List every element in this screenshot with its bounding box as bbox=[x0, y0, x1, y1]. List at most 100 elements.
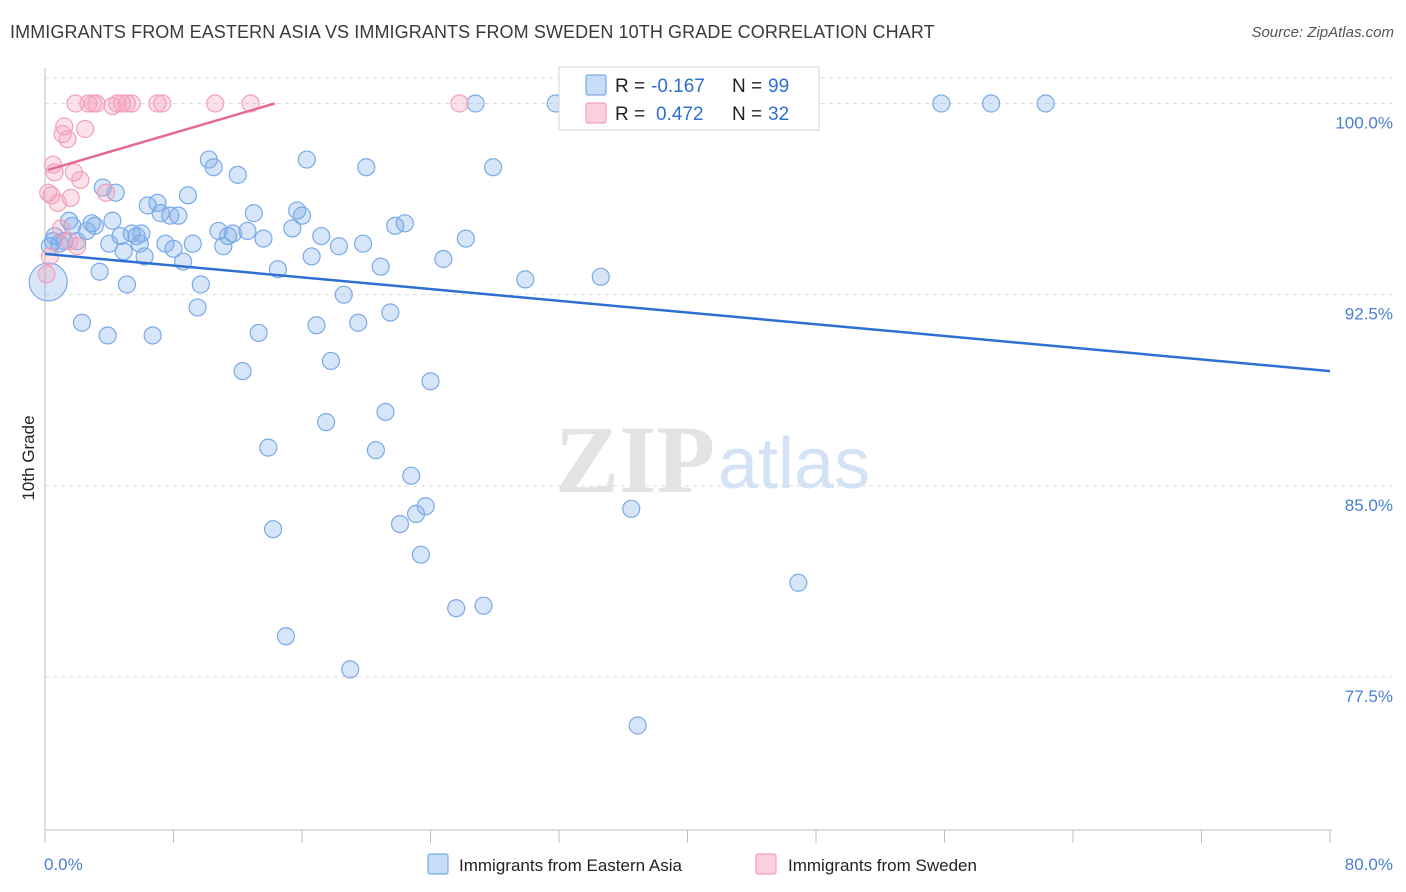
data-point bbox=[37, 265, 56, 284]
y-tick-label: 92.5% bbox=[1345, 305, 1393, 324]
data-point bbox=[169, 206, 188, 225]
stats-swatch-blue bbox=[585, 74, 607, 96]
data-point bbox=[447, 599, 466, 618]
data-point bbox=[204, 158, 223, 177]
watermark-zip: ZIP bbox=[555, 406, 715, 513]
stat-r-label-blue: R = bbox=[615, 76, 645, 97]
data-point bbox=[628, 716, 647, 735]
y-axis-label: 10th Grade bbox=[19, 415, 38, 500]
stat-r-value-pink: 0.472 bbox=[656, 104, 704, 125]
trend-lines bbox=[44, 102, 1331, 373]
data-point bbox=[622, 499, 641, 518]
y-tick-label: 77.5% bbox=[1345, 687, 1393, 706]
data-point bbox=[321, 351, 341, 371]
legend-label-sweden: Immigrants from Sweden bbox=[788, 856, 977, 875]
data-point bbox=[214, 237, 233, 256]
data-point bbox=[421, 372, 440, 391]
data-point bbox=[85, 216, 104, 235]
data-point bbox=[981, 94, 1001, 113]
legend-swatch-sweden bbox=[755, 853, 777, 875]
data-point bbox=[241, 94, 260, 113]
data-point bbox=[334, 285, 353, 304]
data-point bbox=[164, 239, 183, 258]
stat-n-value-pink: 32 bbox=[768, 104, 789, 125]
data-point bbox=[76, 119, 95, 139]
data-point bbox=[100, 234, 119, 253]
data-point bbox=[1036, 94, 1055, 113]
data-point bbox=[434, 249, 453, 269]
data-point bbox=[381, 303, 400, 322]
data-point bbox=[228, 165, 247, 184]
data-point bbox=[316, 413, 336, 432]
data-point bbox=[112, 94, 132, 113]
watermark: ZIP atlas bbox=[555, 406, 870, 513]
data-point bbox=[71, 170, 90, 190]
trend-line-eastern-asia bbox=[44, 252, 1331, 373]
data-point bbox=[376, 402, 395, 422]
data-point bbox=[40, 247, 59, 266]
data-point bbox=[484, 158, 503, 177]
watermark-atlas: atlas bbox=[718, 424, 870, 504]
data-point bbox=[357, 158, 376, 177]
legend-swatch-eastern-asia bbox=[427, 853, 449, 875]
data-point bbox=[96, 183, 116, 202]
stat-n-label-blue: N = bbox=[732, 76, 762, 97]
data-point bbox=[307, 316, 326, 335]
data-point bbox=[312, 226, 331, 246]
data-point bbox=[302, 247, 321, 266]
stat-r-value-blue: -0.167 bbox=[651, 76, 705, 97]
source-note: Source: ZipAtlas.com bbox=[1251, 24, 1394, 41]
trend-line-sweden bbox=[47, 102, 276, 171]
data-point bbox=[106, 183, 125, 202]
data-point bbox=[411, 545, 430, 564]
chart-title: IMMIGRANTS FROM EASTERN ASIA VS IMMIGRAN… bbox=[10, 22, 935, 42]
data-point bbox=[259, 438, 278, 457]
axes: 100.0% 92.5% 85.0% 77.5% 0.0% 80.0% bbox=[44, 68, 1393, 874]
series-eastern-asia bbox=[28, 94, 1055, 735]
data-point bbox=[153, 94, 172, 113]
data-point bbox=[789, 573, 808, 592]
data-point bbox=[188, 298, 207, 317]
data-point bbox=[402, 466, 421, 485]
data-point bbox=[297, 150, 316, 169]
data-point bbox=[206, 94, 225, 113]
stats-box: R = -0.167 N = 99 R = 0.472 N = 32 bbox=[558, 66, 820, 131]
stats-swatch-pink bbox=[585, 102, 607, 124]
data-point bbox=[456, 229, 475, 248]
data-point bbox=[591, 267, 610, 286]
x-tick-label-max: 80.0% bbox=[1345, 855, 1393, 874]
data-point bbox=[450, 94, 469, 113]
x-tick-label-min: 0.0% bbox=[44, 855, 83, 874]
data-point bbox=[249, 323, 268, 343]
data-point bbox=[268, 260, 288, 279]
data-point bbox=[87, 94, 106, 113]
stat-r-label-pink: R = bbox=[615, 104, 645, 125]
data-point bbox=[288, 201, 307, 220]
data-point bbox=[474, 596, 493, 615]
data-point bbox=[223, 224, 243, 243]
data-point bbox=[416, 497, 435, 516]
data-point bbox=[353, 234, 373, 253]
data-point bbox=[329, 237, 349, 256]
data-point bbox=[108, 94, 127, 113]
data-point bbox=[466, 94, 485, 113]
data-point bbox=[143, 326, 162, 345]
data-point bbox=[82, 214, 101, 233]
data-point bbox=[390, 515, 410, 534]
data-point bbox=[191, 275, 210, 294]
y-tick-label: 85.0% bbox=[1345, 496, 1393, 515]
data-point bbox=[103, 211, 122, 230]
data-point bbox=[122, 94, 141, 113]
data-point bbox=[263, 520, 283, 539]
data-point bbox=[238, 221, 257, 241]
data-point bbox=[341, 660, 360, 679]
data-point bbox=[90, 262, 109, 281]
data-point bbox=[72, 313, 92, 332]
data-point bbox=[148, 193, 167, 213]
data-point bbox=[932, 94, 951, 113]
data-point bbox=[117, 275, 137, 294]
data-point bbox=[117, 94, 137, 113]
data-point bbox=[254, 229, 273, 248]
data-point bbox=[132, 224, 151, 243]
